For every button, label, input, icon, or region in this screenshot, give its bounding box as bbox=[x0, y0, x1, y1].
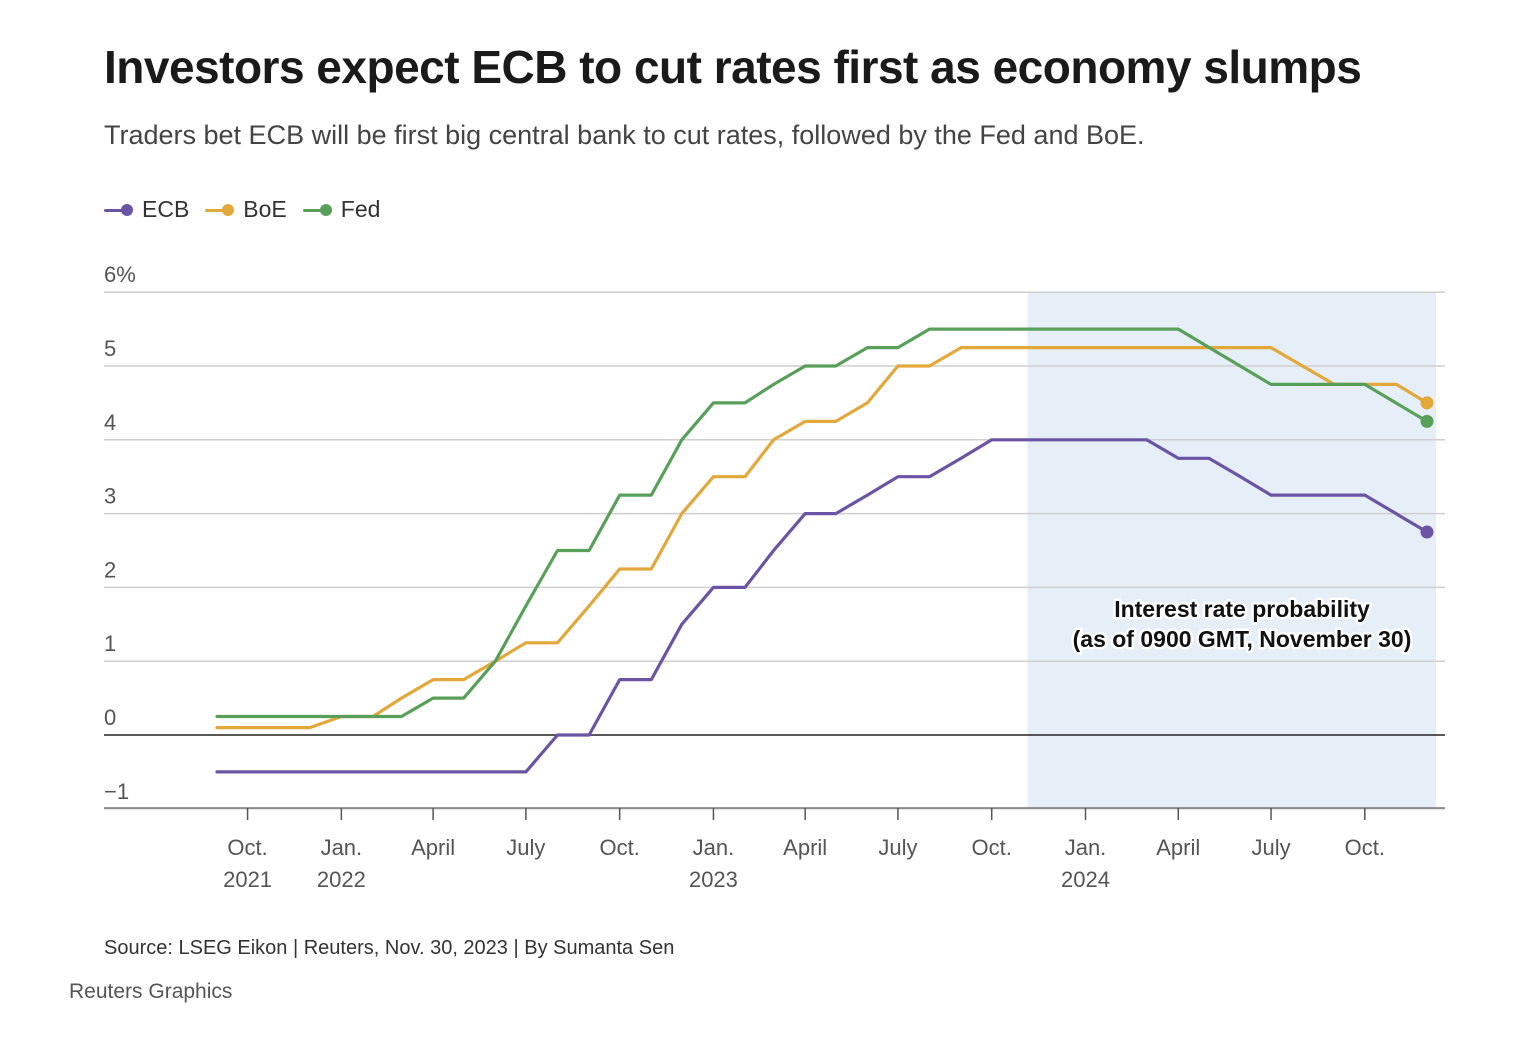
chart-subtitle: Traders bet ECB will be first big centra… bbox=[104, 120, 1145, 150]
x-tick-year-label: 2021 bbox=[223, 867, 272, 892]
legend-item-boe: BoE bbox=[205, 196, 287, 223]
series-line-ecb bbox=[215, 438, 1429, 774]
legend-label-ecb: ECB bbox=[142, 196, 190, 222]
legend-swatch-ecb bbox=[104, 203, 134, 217]
y-tick-label: 3 bbox=[104, 484, 116, 509]
legend-label-fed: Fed bbox=[340, 196, 381, 222]
legend: ECB BoE Fed bbox=[104, 196, 396, 223]
x-tick-year-label: 2023 bbox=[689, 867, 738, 892]
x-tick-label: Oct. bbox=[972, 835, 1012, 860]
x-tick-year-label: 2024 bbox=[1061, 867, 1110, 892]
series-line-fed bbox=[215, 327, 1429, 719]
y-tick-label: 5 bbox=[104, 336, 116, 361]
x-tick-label: Oct. bbox=[227, 835, 267, 860]
x-tick-label: April bbox=[783, 835, 827, 860]
legend-item-ecb: ECB bbox=[104, 196, 189, 223]
x-tick-label: July bbox=[1251, 835, 1290, 860]
projection-annotation: (as of 0900 GMT, November 30) bbox=[1073, 626, 1412, 652]
legend-swatch-boe bbox=[205, 203, 235, 217]
credit-note: Reuters Graphics bbox=[69, 980, 233, 1003]
projection-shade bbox=[1027, 292, 1436, 808]
series-line-boe bbox=[215, 346, 1429, 730]
x-tick-label: April bbox=[1156, 835, 1200, 860]
legend-item-fed: Fed bbox=[302, 196, 381, 223]
x-tick-label: Jan. bbox=[1065, 835, 1107, 860]
x-tick-year-label: 2022 bbox=[317, 867, 366, 892]
y-tick-label: 0 bbox=[104, 705, 116, 730]
series-end-dot-fed bbox=[1420, 414, 1434, 428]
series-end-dot-boe bbox=[1420, 396, 1434, 410]
legend-swatch-fed bbox=[302, 203, 333, 217]
x-tick-label: Jan. bbox=[321, 835, 363, 860]
x-tick-label: April bbox=[411, 835, 455, 860]
y-tick-label: 4 bbox=[104, 410, 116, 435]
x-tick-label: Oct. bbox=[599, 835, 639, 860]
x-tick-label: Jan. bbox=[693, 835, 735, 860]
x-tick-label: Oct. bbox=[1345, 835, 1385, 860]
chart-title: Investors expect ECB to cut rates first … bbox=[104, 41, 1362, 93]
y-tick-label: −1 bbox=[104, 779, 129, 804]
y-tick-label: 6% bbox=[104, 262, 136, 287]
projection-annotation: Interest rate probability bbox=[1114, 596, 1370, 622]
x-tick-label: July bbox=[506, 835, 545, 860]
x-tick-label: July bbox=[878, 835, 917, 860]
y-tick-label: 2 bbox=[104, 557, 116, 582]
legend-label-boe: BoE bbox=[243, 196, 287, 222]
series-end-dot-ecb bbox=[1420, 525, 1434, 539]
source-note: Source: LSEG Eikon | Reuters, Nov. 30, 2… bbox=[104, 937, 675, 959]
y-tick-label: 1 bbox=[104, 631, 116, 656]
